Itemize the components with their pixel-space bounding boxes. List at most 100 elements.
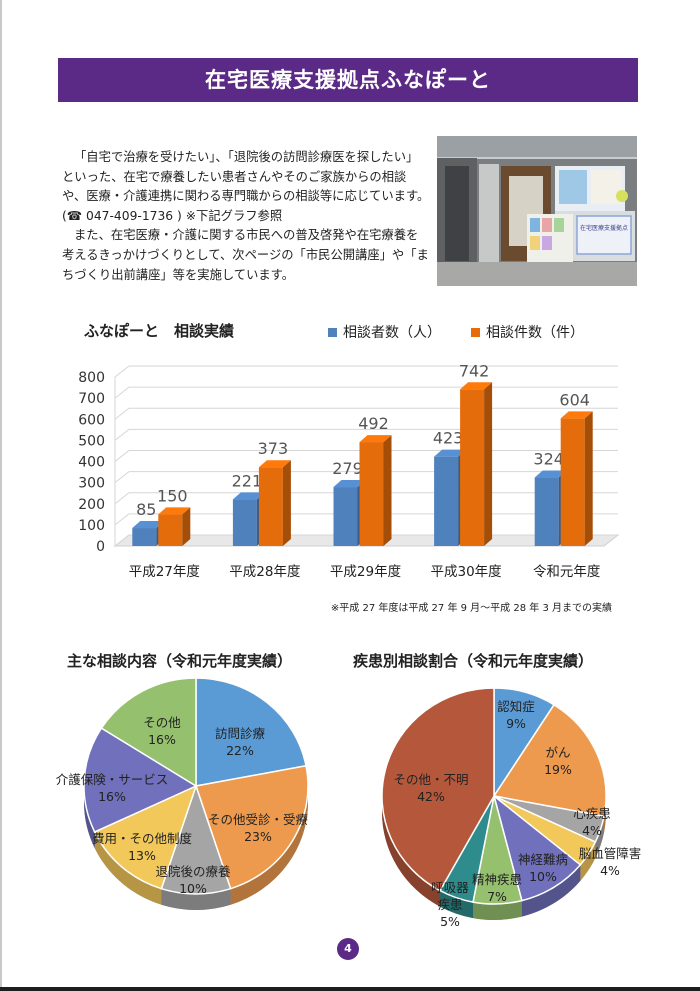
page-edge: [0, 0, 2, 991]
y-tick-label: 100: [78, 518, 105, 534]
office-photo: 在宅医療支援拠点: [437, 136, 637, 286]
bar-value-label: 85: [136, 500, 156, 519]
pie-slice-pct: 22%: [226, 743, 254, 758]
y-tick-label: 0: [96, 539, 105, 555]
gridline-diagonal: [114, 365, 130, 378]
pie-slice-label: 神経難病: [518, 852, 568, 867]
bar-top: [158, 507, 191, 515]
page-number: 4: [337, 938, 359, 960]
legend-label-cases: 相談件数（件）: [486, 325, 584, 341]
pie-slice-label: 疾患: [437, 897, 462, 912]
office-photo-illustration: 在宅医療支援拠点: [437, 136, 637, 286]
y-tick-label: 600: [78, 412, 105, 428]
legend-item-consultees: 相談者数（人）: [328, 322, 441, 342]
bar-value-label: 279: [332, 459, 363, 478]
pie-slice-label: その他受診・受療: [208, 812, 309, 827]
pie-slice: [381, 687, 495, 892]
x-tick-label: 平成30年度: [431, 564, 502, 580]
y-tick-label: 400: [78, 455, 105, 471]
y-tick-label: 300: [78, 476, 105, 492]
x-tick-label: 平成27年度: [129, 564, 200, 580]
pie-slice-pct: 16%: [98, 789, 126, 804]
pie-slice: [492, 703, 607, 818]
pie-slice-label: その他・不明: [393, 772, 468, 787]
bar-side: [584, 411, 593, 546]
legend-item-cases: 相談件数（件）: [471, 322, 584, 342]
bar-value-label: 742: [459, 361, 490, 380]
bar-value-label: 324: [533, 450, 564, 469]
pie-slice-pct: 9%: [506, 716, 526, 731]
y-tick-label: 700: [78, 391, 105, 407]
bar-top: [460, 382, 493, 390]
pie-slice-pct: 4%: [582, 823, 602, 838]
bar-top: [434, 449, 467, 457]
pie-slice-pct: 4%: [600, 863, 620, 878]
pie-slice-side: [521, 864, 581, 917]
bar-side: [484, 382, 493, 546]
bar: [232, 499, 257, 546]
bar-top: [232, 492, 265, 500]
pie-slice-pct: 10%: [179, 881, 207, 896]
pie-slice-label: 脳血管障害: [579, 846, 642, 861]
intro-text: 「自宅で治療を受けたい」、「退院後の訪問診療医を探したい」といった、在宅で療養し…: [62, 148, 430, 285]
bar-value-label: 373: [258, 439, 289, 458]
legend-label-consultees: 相談者数（人）: [343, 325, 441, 341]
pie-slice-side: [94, 831, 162, 905]
gridline-diagonal: [114, 428, 130, 441]
bar-side: [282, 460, 291, 546]
intro-paragraph-1: 「自宅で治療を受けたい」、「退院後の訪問診療医を探したい」といった、在宅で療養し…: [62, 150, 430, 223]
sign-text: 在宅医療支援拠点: [580, 224, 628, 232]
pie-right-title: 疾患別相談割合（令和元年度実績）: [353, 652, 594, 670]
legend-swatch-blue: [328, 327, 337, 337]
pie-slice-label: 呼吸器: [431, 880, 469, 895]
y-tick-label: 800: [78, 370, 105, 386]
pie-slice-label: 認知症: [497, 699, 535, 714]
legend-swatch-orange: [471, 327, 480, 337]
y-tick-label: 200: [78, 497, 105, 513]
pie-slice-side: [161, 888, 231, 910]
pie-slice-label: 退院後の療養: [155, 864, 231, 879]
bar-top: [359, 435, 392, 443]
bar-top: [560, 411, 593, 419]
bar: [560, 418, 585, 546]
pie-slice-pct: 19%: [544, 762, 572, 777]
pie-slice-side: [580, 841, 596, 881]
bar: [359, 442, 384, 546]
page-title: 在宅医療支援拠点ふなぽーと: [58, 58, 638, 102]
pie-slice: [195, 764, 309, 890]
bar-top: [333, 480, 366, 488]
bar-top: [534, 470, 567, 478]
pie-slice-label: 介護保険・サービス: [56, 772, 169, 787]
pie-slice: [195, 677, 307, 787]
bar-value-label: 221: [232, 471, 263, 490]
pie-slice-label: 精神疾患: [472, 872, 522, 887]
x-tick-label: 平成28年度: [229, 564, 300, 580]
gridline-diagonal: [114, 450, 130, 462]
bar: [534, 477, 559, 546]
pie-slice: [100, 677, 197, 788]
bar-top: [258, 460, 291, 468]
pie-slice-pct: 23%: [244, 829, 272, 844]
bar-value-label: 423: [433, 429, 464, 448]
gridline-diagonal: [114, 407, 130, 420]
pie-slice-label: 心疾患: [573, 806, 611, 821]
gridline-diagonal: [114, 513, 130, 526]
bar: [434, 456, 459, 546]
pie-slice-side: [440, 890, 474, 919]
bar: [158, 514, 183, 546]
pie-slice-label: がん: [545, 745, 570, 760]
pie-slice-side: [382, 796, 441, 907]
pie-slice-pct: 42%: [417, 789, 445, 804]
pie-slice: [93, 784, 198, 890]
bar-value-label: 492: [358, 414, 389, 433]
pie-slice-pct: 10%: [529, 869, 557, 884]
gridline-diagonal: [114, 471, 130, 484]
bar: [460, 389, 485, 546]
bar-value-label: 604: [559, 390, 590, 409]
bar-chart-footnote: ※平成 27 年度は平成 27 年 9 月～平成 28 年 3 月までの実績: [330, 603, 612, 614]
bar: [132, 528, 157, 546]
bar: [258, 467, 283, 546]
pie-slice-label: その他: [143, 715, 181, 730]
